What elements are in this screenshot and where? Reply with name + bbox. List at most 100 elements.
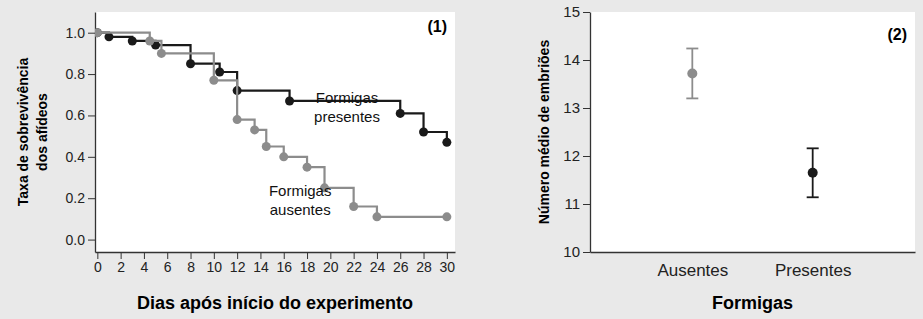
tick-mark <box>88 240 95 241</box>
series-label: Formigas ausentes <box>269 182 332 218</box>
tick-label: 24 <box>370 259 386 275</box>
chart-root: 0246810121416182022242628300.00.20.40.60… <box>0 0 923 319</box>
tick-label: 12 <box>230 259 246 275</box>
tick-label: 4 <box>141 259 149 275</box>
tick-label: 0.6 <box>66 107 86 123</box>
axis-line <box>591 252 916 253</box>
title: (2) <box>887 26 907 43</box>
tick-label: 0.4 <box>66 149 86 165</box>
series-marker <box>250 125 259 134</box>
axis-line <box>590 13 591 253</box>
tick: 8 <box>187 252 195 275</box>
tick-label: 0 <box>94 259 102 275</box>
tick: 0 <box>94 252 102 275</box>
tick-mark <box>583 108 590 109</box>
tick-mark <box>424 252 425 259</box>
tick: 11 <box>564 195 590 212</box>
text-line: Número médio de embriões <box>536 40 552 225</box>
plot-marks <box>95 28 451 221</box>
tick: Ausentes <box>657 252 728 280</box>
point-marker <box>687 68 697 78</box>
tick-label: 1.0 <box>66 25 86 41</box>
series-marker <box>262 142 271 151</box>
x-axis: Ausentes Presentes <box>591 252 916 280</box>
tick-label: Presentes <box>775 261 852 280</box>
tick: 0.6 <box>66 107 95 123</box>
tick-label: 12 <box>563 147 580 164</box>
series-marker <box>145 36 154 45</box>
tick-label: 22 <box>346 259 362 275</box>
series-marker <box>128 36 137 45</box>
error-bar-cap <box>686 48 698 50</box>
tick: 18 <box>300 252 316 275</box>
tick-mark <box>583 156 590 157</box>
tick-label: 10 <box>207 259 223 275</box>
tick-label: 8 <box>187 259 195 275</box>
tick-mark <box>237 252 238 259</box>
tick-mark <box>214 252 215 259</box>
tick-mark <box>88 157 95 158</box>
tick: 22 <box>346 252 362 275</box>
series-marker <box>442 138 451 147</box>
tick: 24 <box>370 252 386 275</box>
tick-mark <box>284 252 285 259</box>
series-marker <box>279 152 288 161</box>
tick-label: 20 <box>323 259 339 275</box>
tick: 28 <box>416 252 432 275</box>
series-marker <box>349 202 358 211</box>
series-marker <box>285 96 294 105</box>
series-marker <box>372 212 381 221</box>
tick-label: 16 <box>276 259 292 275</box>
tick: 10 <box>563 243 590 260</box>
tick: 2 <box>117 252 125 275</box>
tick-label: 0.8 <box>66 66 86 82</box>
tick-mark <box>260 252 261 259</box>
plot-area <box>95 12 455 252</box>
error-bar-cap <box>807 196 819 198</box>
tick-mark <box>88 198 95 199</box>
y-axis-title: Taxa de sobrevivênciados afídeos <box>14 58 49 207</box>
tick-mark <box>97 252 98 259</box>
tick: 15 <box>563 3 590 20</box>
y-axis: 0.00.20.40.60.81.0 <box>66 13 96 253</box>
series-line <box>97 33 447 217</box>
axis-line <box>96 252 456 253</box>
series-marker <box>442 212 451 221</box>
tick-label: Ausentes <box>657 261 728 280</box>
tick-mark <box>144 252 145 259</box>
text-line: ausentes <box>270 201 331 218</box>
plot-marks <box>686 48 818 197</box>
tick-label: 2 <box>117 259 125 275</box>
tick-mark <box>354 252 355 259</box>
series-marker <box>157 49 166 58</box>
text-line: dos afídeos <box>33 93 49 171</box>
series-marker <box>186 59 195 68</box>
tick-mark <box>583 204 590 205</box>
title: (1) <box>427 18 447 35</box>
tick-mark <box>88 33 95 34</box>
series-marker <box>209 76 218 85</box>
text-line: Formigas <box>316 88 379 105</box>
series-marker <box>303 163 312 172</box>
error-bar-cap <box>807 147 819 149</box>
tick: 26 <box>393 252 409 275</box>
series-marker <box>233 115 242 124</box>
series-marker <box>95 28 102 37</box>
text-line: Formigas <box>269 182 332 199</box>
series-marker <box>95 28 102 37</box>
tick: 13 <box>563 99 590 116</box>
tick: 0.8 <box>66 66 95 82</box>
tick: 10 <box>207 252 223 275</box>
series-line <box>97 33 447 143</box>
tick: 0.2 <box>66 190 95 206</box>
tick-mark <box>583 60 590 61</box>
axis-line <box>95 13 96 253</box>
tick: 14 <box>563 51 590 68</box>
tick: 6 <box>164 252 172 275</box>
tick-mark <box>167 252 168 259</box>
tick-label: 10 <box>563 243 580 260</box>
tick: 4 <box>141 252 149 275</box>
text-line: presentes <box>314 107 380 124</box>
error-bar <box>686 48 698 98</box>
tick: 30 <box>440 252 456 275</box>
